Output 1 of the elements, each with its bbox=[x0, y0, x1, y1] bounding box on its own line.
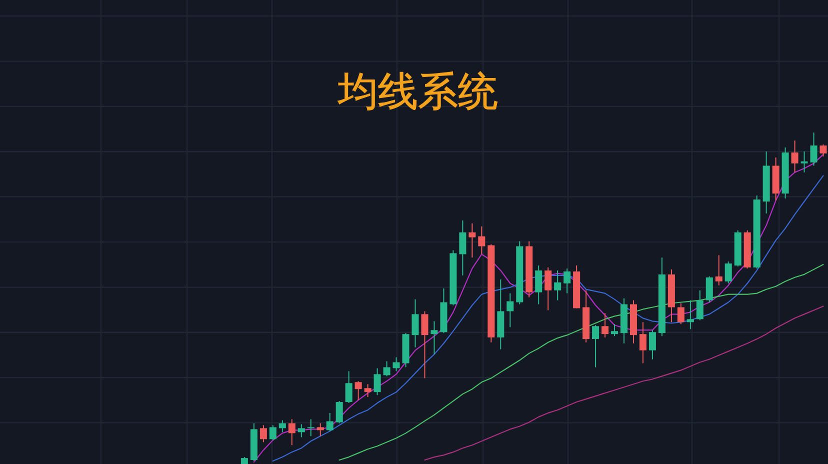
chart-title: 均线系统 bbox=[337, 69, 498, 115]
